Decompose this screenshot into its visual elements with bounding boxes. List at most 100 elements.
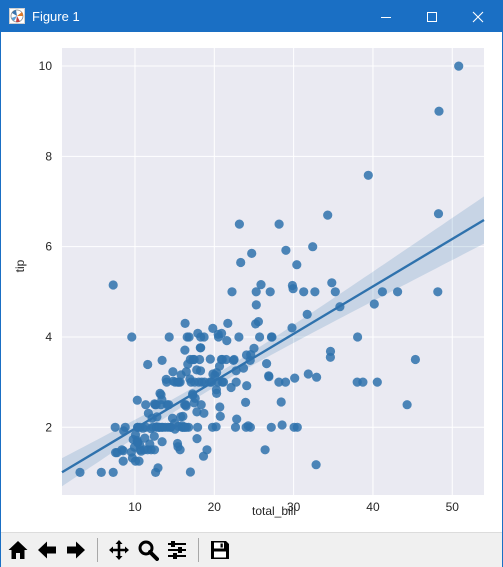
data-point [245,422,255,432]
data-point [134,456,144,466]
data-point [215,402,225,412]
pan-button[interactable] [106,537,132,563]
data-point [110,422,120,432]
data-point [377,287,387,297]
data-point [175,445,185,455]
data-point [118,446,128,456]
data-point [231,377,241,387]
data-point [265,287,275,297]
x-tick-labels: 10 20 30 40 50 [128,500,459,514]
maximize-button[interactable] [409,1,455,32]
data-point [292,260,302,270]
data-point [195,354,205,365]
figure-canvas[interactable]: 10 20 30 40 50 2 4 6 8 10 total_bill tip [1,32,502,532]
data-point [454,61,464,71]
toolbar-separator [198,538,199,562]
maximize-icon [427,11,437,22]
data-point [175,377,185,387]
data-point [310,287,320,297]
data-point [299,287,309,297]
matplotlib-app-icon [9,8,25,24]
x-tick-label: 50 [446,500,460,514]
data-point [353,332,363,342]
data-point [202,445,212,455]
y-tick-label: 2 [45,420,52,434]
data-point [274,219,284,229]
forward-icon [67,541,85,559]
data-point [267,332,277,342]
data-point [157,355,167,365]
x-tick-label: 30 [287,500,301,514]
x-tick-label: 10 [128,500,142,514]
data-point [164,332,174,342]
data-point [149,431,159,441]
minimize-button[interactable] [363,1,409,32]
data-point [236,257,246,268]
data-point [303,369,313,379]
data-point [251,300,261,310]
data-point [247,248,257,258]
data-point [311,460,321,470]
data-point [184,332,194,342]
data-point [262,359,272,369]
back-button[interactable] [34,537,60,563]
x-tick-label: 20 [208,500,222,514]
data-point [274,377,284,387]
x-tick-label: 40 [366,500,380,514]
data-point [325,346,336,356]
data-point [180,345,190,355]
data-point [372,377,382,387]
data-point [251,287,261,297]
data-point [330,287,340,297]
data-point [230,422,241,432]
data-point [221,354,231,365]
data-point [277,420,287,430]
data-point [369,299,379,309]
data-point [232,414,242,424]
data-point [410,354,420,365]
data-point [327,278,337,288]
data-point [127,332,137,342]
save-button[interactable] [207,537,233,563]
data-point [302,309,312,319]
zoom-button[interactable] [135,537,161,563]
data-point [184,422,194,432]
data-point [223,318,233,328]
data-point [185,467,195,477]
data-point [358,377,368,387]
back-icon [38,541,56,559]
data-point [178,411,188,421]
data-point [180,318,190,328]
zoom-icon [138,540,159,561]
data-point [255,332,265,342]
forward-button[interactable] [63,537,89,563]
minimize-icon [381,16,391,18]
data-point [217,328,227,338]
home-icon [8,541,28,559]
data-point [256,280,266,290]
window-title: Figure 1 [32,9,80,24]
title-bar[interactable]: Figure 1 [1,1,502,32]
regression-plot: 10 20 30 40 50 2 4 6 8 10 total_bill tip [13,48,485,518]
data-point [132,395,142,405]
navigation-toolbar [1,532,502,567]
data-point [242,381,252,391]
y-tick-labels: 2 4 6 8 10 [39,59,53,434]
data-point [149,445,160,455]
data-point [108,467,118,477]
close-button[interactable] [455,1,501,32]
data-point [308,242,318,252]
data-point [192,407,202,417]
home-button[interactable] [5,537,31,563]
data-point [234,219,244,229]
data-point [287,323,297,333]
data-point [292,422,302,432]
data-point [196,343,206,353]
data-point [281,245,291,255]
data-point [181,401,191,411]
data-point [118,456,128,466]
data-point [222,336,232,346]
data-point [190,393,200,403]
configure-subplots-button[interactable] [164,537,190,563]
